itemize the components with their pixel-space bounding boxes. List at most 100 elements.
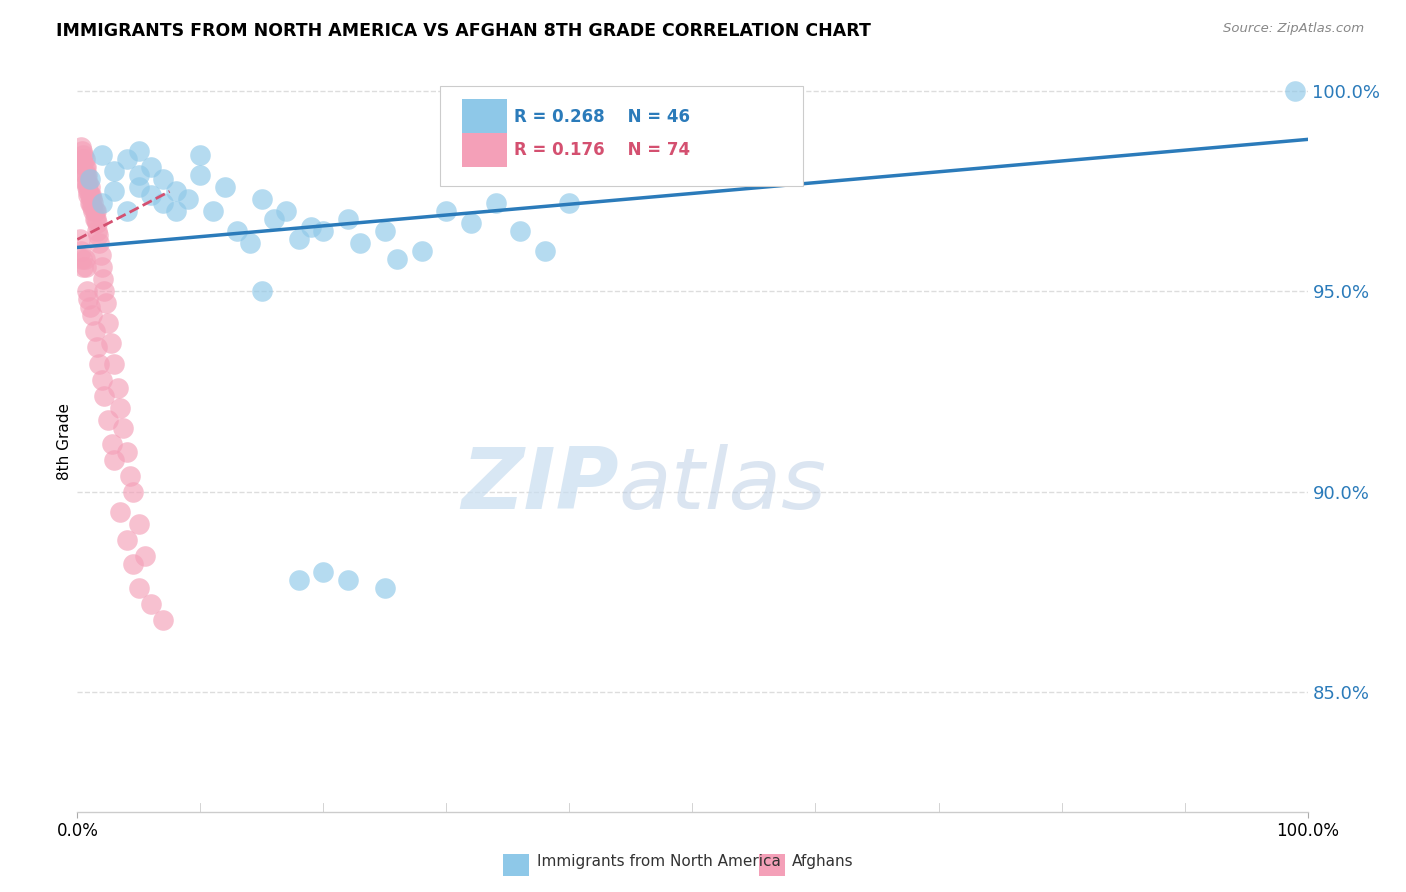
Point <box>86 224 108 238</box>
Point <box>82 193 104 207</box>
Point <box>77 188 100 202</box>
Point <box>97 412 120 426</box>
Point <box>121 484 143 499</box>
Point <box>101 436 124 450</box>
Point <box>288 232 311 246</box>
Point <box>120 468 142 483</box>
Point <box>128 145 150 159</box>
Point <box>152 196 174 211</box>
Point <box>190 169 212 183</box>
Point <box>201 204 224 219</box>
Point <box>387 252 409 267</box>
Point <box>115 153 138 167</box>
Point <box>87 228 110 243</box>
Point <box>70 140 93 154</box>
Point <box>82 309 104 323</box>
Point <box>110 505 132 519</box>
Point <box>94 296 117 310</box>
Point <box>90 148 114 162</box>
Point <box>250 285 273 299</box>
Point <box>152 613 174 627</box>
Point <box>103 185 125 199</box>
Point <box>177 193 200 207</box>
Point <box>73 161 96 175</box>
FancyBboxPatch shape <box>463 133 506 167</box>
Point <box>75 169 97 183</box>
Point <box>91 272 114 286</box>
Point <box>509 224 531 238</box>
Point <box>111 420 134 434</box>
Point <box>115 533 138 547</box>
Point <box>77 293 100 307</box>
Point <box>77 185 100 199</box>
Point <box>90 196 114 211</box>
Point <box>75 177 97 191</box>
Point <box>141 597 163 611</box>
Point <box>70 244 93 259</box>
Point <box>374 224 396 238</box>
Point <box>165 185 187 199</box>
Point <box>89 357 111 371</box>
FancyBboxPatch shape <box>440 87 803 186</box>
Point <box>83 212 105 227</box>
Point <box>141 161 163 175</box>
Point <box>82 196 104 211</box>
Point <box>103 452 125 467</box>
Text: R = 0.268    N = 46: R = 0.268 N = 46 <box>515 108 690 126</box>
Point <box>97 317 120 331</box>
Text: Source: ZipAtlas.com: Source: ZipAtlas.com <box>1223 22 1364 36</box>
Point <box>83 325 105 339</box>
Point <box>190 148 212 162</box>
Point <box>1284 84 1306 98</box>
Point <box>485 196 508 211</box>
Point <box>128 169 150 183</box>
Point <box>152 172 174 186</box>
Point <box>72 148 94 162</box>
Point <box>374 581 396 595</box>
Point <box>134 549 156 563</box>
Point <box>312 224 335 238</box>
Point <box>72 156 94 170</box>
Point <box>276 204 298 219</box>
Point <box>100 336 122 351</box>
Text: IMMIGRANTS FROM NORTH AMERICA VS AFGHAN 8TH GRADE CORRELATION CHART: IMMIGRANTS FROM NORTH AMERICA VS AFGHAN … <box>56 22 872 40</box>
Text: Afghans: Afghans <box>792 854 853 869</box>
Text: Immigrants from North America: Immigrants from North America <box>537 854 780 869</box>
FancyBboxPatch shape <box>463 100 506 134</box>
Point <box>80 188 103 202</box>
Point <box>75 161 97 175</box>
Point <box>214 180 236 194</box>
Text: atlas: atlas <box>619 444 827 527</box>
Point <box>128 516 150 531</box>
Point <box>165 204 187 219</box>
Point <box>93 388 115 402</box>
Point <box>312 565 335 579</box>
Text: ZIP: ZIP <box>461 444 619 527</box>
Point <box>226 224 249 238</box>
Point <box>79 301 101 315</box>
Point <box>90 248 112 262</box>
Point <box>86 341 108 355</box>
Point <box>79 172 101 186</box>
Point <box>349 236 371 251</box>
Point <box>82 201 104 215</box>
Point <box>115 444 138 458</box>
Point <box>288 573 311 587</box>
Point <box>103 164 125 178</box>
Point <box>337 573 360 587</box>
Point <box>79 196 101 211</box>
Point <box>93 285 115 299</box>
Point <box>103 357 125 371</box>
Point <box>299 220 322 235</box>
Point <box>250 193 273 207</box>
Point <box>73 169 96 183</box>
Point <box>76 169 98 183</box>
Point <box>107 380 129 394</box>
Point <box>84 204 107 219</box>
Y-axis label: 8th Grade: 8th Grade <box>56 403 72 480</box>
Point <box>337 212 360 227</box>
Point <box>141 188 163 202</box>
Point <box>90 372 114 386</box>
Point <box>460 216 482 230</box>
Point <box>115 204 138 219</box>
